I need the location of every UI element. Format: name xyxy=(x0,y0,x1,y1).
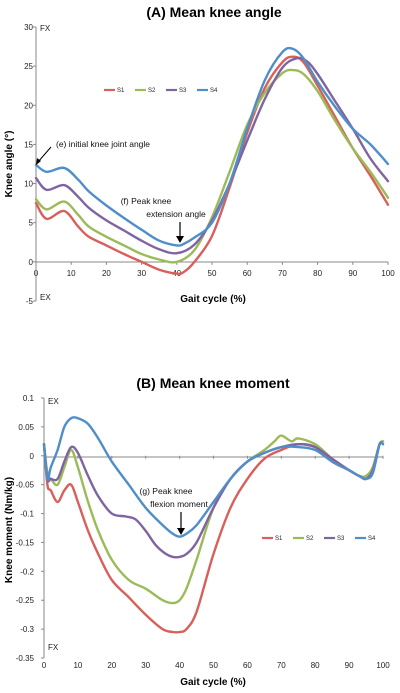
chart-a-y-ticks: -5 0 5 10 15 20 25 30 xyxy=(24,23,33,306)
chart-b-annotation-g: (g) Peak knee flexion moment xyxy=(140,486,208,535)
chart-b-legend: S1 S2 S3 S4 xyxy=(262,536,376,542)
y-tick-label: 10 xyxy=(24,180,33,189)
chart-a-title: (A) Mean knee angle xyxy=(146,4,282,20)
chart-b-y-axis-label: Knee moment (Nm/kg) xyxy=(4,477,15,583)
y-tick-label: -5 xyxy=(26,297,34,306)
series-line-s4 xyxy=(42,416,385,538)
annotation-f-line2: extension angle xyxy=(146,209,206,219)
x-tick-label: 20 xyxy=(107,661,116,670)
chart-b-series xyxy=(42,416,385,634)
y-tick-label: 20 xyxy=(24,101,33,110)
chart-a-fx-label: FX xyxy=(40,24,51,33)
series-line-s4 xyxy=(34,46,390,247)
x-tick-label: 0 xyxy=(42,661,47,670)
legend-label-s2: S2 xyxy=(148,88,156,94)
y-tick-label: -0.35 xyxy=(16,654,35,663)
y-tick-label: 0 xyxy=(30,452,35,461)
annotation-e-arrowhead xyxy=(36,158,41,165)
y-tick-label: -0.1 xyxy=(20,510,34,519)
x-tick-label: 30 xyxy=(137,269,146,278)
chart-a-annotation-f: (f) Peak knee extension angle xyxy=(121,196,206,243)
series-line-s1 xyxy=(34,55,390,275)
x-tick-label: 70 xyxy=(278,269,287,278)
chart-a-x-axis-label: Gait cycle (%) xyxy=(180,294,246,305)
chart-a-legend: S1 S2 S3 S4 xyxy=(104,88,218,94)
x-tick-label: 20 xyxy=(102,269,111,278)
x-tick-label: 10 xyxy=(67,269,76,278)
annotation-g-arrowhead xyxy=(177,528,185,535)
x-tick-label: 40 xyxy=(175,661,184,670)
chart-a: (A) Mean knee angle -5 0 5 10 15 20 25 30 0 10 20… xyxy=(4,4,395,306)
chart-a-ex-label: EX xyxy=(40,293,51,302)
chart-b-title: (B) Mean knee moment xyxy=(136,375,290,391)
y-tick-label: 0 xyxy=(29,258,34,267)
x-tick-label: 50 xyxy=(209,661,218,670)
chart-a-annotation-e: (e) initial knee joint angle xyxy=(36,139,150,165)
x-tick-label: 60 xyxy=(243,661,252,670)
y-tick-label: 5 xyxy=(29,219,34,228)
annotation-e-arrow xyxy=(37,146,52,163)
annotation-f-arrowhead xyxy=(176,236,184,243)
x-tick-label: 90 xyxy=(348,269,357,278)
y-tick-label: -0.25 xyxy=(16,596,35,605)
chart-b-x-ticks: 0 10 20 30 40 50 60 70 80 90 100 xyxy=(42,661,390,670)
x-tick-label: 100 xyxy=(381,269,395,278)
y-tick-label: 25 xyxy=(24,62,33,71)
x-tick-label: 90 xyxy=(345,661,354,670)
annotation-f-line1: (f) Peak knee xyxy=(121,196,172,206)
y-tick-label: 0.05 xyxy=(18,423,34,432)
chart-a-y-axis-label: Knee angle (°) xyxy=(4,131,15,198)
series-line-s3 xyxy=(42,441,385,559)
chart-a-series xyxy=(34,46,390,275)
annotation-e-text: (e) initial knee joint angle xyxy=(56,139,150,149)
y-tick-label: -0.2 xyxy=(20,567,34,576)
y-tick-label: 30 xyxy=(24,23,33,32)
legend-label-s3: S3 xyxy=(337,536,345,542)
x-tick-label: 80 xyxy=(313,269,322,278)
y-tick-label: 15 xyxy=(24,140,33,149)
y-tick-label: -0.05 xyxy=(16,481,35,490)
series-line-s3 xyxy=(34,56,390,255)
chart-b-ex-label: EX xyxy=(48,397,59,406)
chart-a-gridlines xyxy=(33,26,389,302)
legend-label-s2: S2 xyxy=(306,536,314,542)
chart-b-gridlines xyxy=(41,397,384,659)
legend-label-s4: S4 xyxy=(210,88,218,94)
x-tick-label: 50 xyxy=(208,269,217,278)
chart-b-y-ticks: 0.1 0.05 0 -0.05 -0.1 -0.15 -0.2 -0.25 -0.3 -0.35 xyxy=(16,394,35,663)
x-tick-label: 70 xyxy=(277,661,286,670)
legend-label-s1: S1 xyxy=(275,536,283,542)
chart-b-x-axis-label: Gait cycle (%) xyxy=(180,677,246,688)
y-tick-label: -0.3 xyxy=(20,625,34,634)
x-tick-label: 30 xyxy=(141,661,150,670)
annotation-g-line1: (g) Peak knee xyxy=(140,486,193,496)
chart-b: (B) Mean knee moment 0.1 0.05 0 -0.05 -0.1 -0… xyxy=(4,375,390,688)
legend-label-s1: S1 xyxy=(117,88,125,94)
y-tick-label: 0.1 xyxy=(23,394,35,403)
x-tick-label: 10 xyxy=(73,661,82,670)
legend-label-s4: S4 xyxy=(368,536,376,542)
x-tick-label: 60 xyxy=(243,269,252,278)
chart-b-fx-label: FX xyxy=(48,643,59,652)
x-tick-label: 80 xyxy=(311,661,320,670)
y-tick-label: -0.15 xyxy=(16,538,35,547)
series-line-s2 xyxy=(34,68,390,264)
x-tick-label: 100 xyxy=(376,661,390,670)
legend-label-s3: S3 xyxy=(179,88,187,94)
annotation-g-line2: flexion moment xyxy=(150,499,208,509)
